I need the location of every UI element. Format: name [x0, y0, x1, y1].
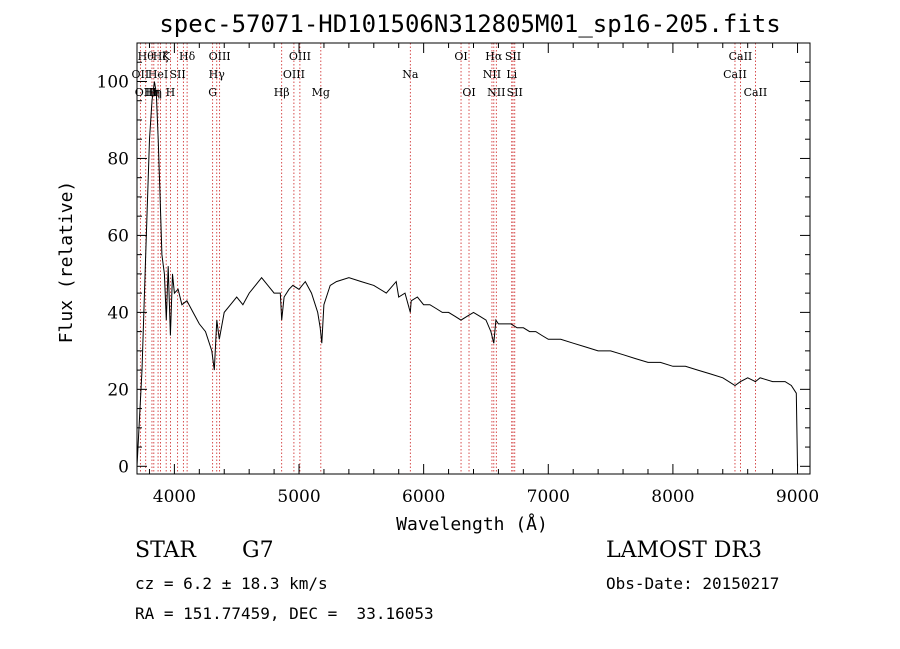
y-tick-label: 80	[107, 149, 129, 169]
line-label: OI	[454, 50, 467, 63]
y-tick-label: 100	[97, 72, 129, 92]
line-label: Hδ	[179, 50, 196, 63]
line-label: Hγ	[209, 68, 226, 81]
plot-frame	[136, 42, 811, 475]
line-label: K	[162, 50, 171, 63]
y-axis-ticks: 0 20 40 60 80 100	[97, 61, 810, 477]
line-label: Hβ	[274, 86, 290, 99]
line-label: Na	[402, 68, 419, 81]
line-label: Mg	[312, 86, 330, 99]
x-axis-label: Wavelength (Å)	[396, 513, 548, 535]
spectrum-line	[136, 81, 798, 467]
line-label: HeI	[148, 68, 168, 81]
line-label: Hα	[485, 50, 503, 63]
object-subclass: G7	[242, 538, 274, 563]
line-label: G	[208, 86, 217, 99]
emission-line-labels: OIIHθOIIIHηHηHeIHζKHSIIHδGHγOIIIHβOIIIOI…	[132, 50, 768, 99]
redshift-velocity: cz = 6.2 ± 18.3 km/s	[135, 574, 328, 593]
line-label: OIII	[289, 50, 311, 63]
ra-dec-coordinates: RA = 151.77459, DEC = 33.16053	[135, 604, 434, 623]
line-label: CaII	[723, 68, 747, 81]
line-label: OII	[132, 68, 150, 81]
object-class: STAR	[135, 538, 196, 563]
y-tick-label: 20	[107, 380, 129, 400]
line-label: CaII	[729, 50, 753, 63]
line-label: H	[166, 86, 176, 99]
line-label: SII	[507, 86, 523, 99]
line-label: CaII	[744, 86, 768, 99]
x-axis-ticks: 4000 5000 6000 7000 8000 9000	[148, 43, 819, 507]
observation-date: Obs-Date: 20150217	[606, 574, 780, 593]
chart-title: spec-57071-HD101506N312805M01_sp16-205.f…	[159, 10, 780, 38]
emission-line-markers	[139, 43, 756, 474]
y-tick-label: 0	[118, 457, 129, 477]
line-label: Hη	[146, 86, 162, 99]
line-label: SII	[505, 50, 521, 63]
line-label: Li	[506, 68, 517, 81]
y-axis-label: Flux (relative)	[56, 181, 77, 344]
line-label: Hθ	[138, 50, 155, 63]
y-tick-label: 60	[107, 226, 129, 246]
line-label: OIII	[135, 86, 157, 99]
x-tick-label: 6000	[402, 487, 445, 507]
line-label: OIII	[283, 68, 305, 81]
line-label: OI	[462, 86, 475, 99]
line-label: Hζ	[153, 50, 169, 63]
line-label: OIII	[209, 50, 231, 63]
survey-name: LAMOST DR3	[606, 538, 762, 563]
x-tick-label: 8000	[651, 487, 694, 507]
y-tick-label: 40	[107, 303, 129, 323]
line-label: NII	[483, 68, 501, 81]
line-label: NII	[487, 86, 505, 99]
x-tick-label: 5000	[277, 487, 320, 507]
line-label: SII	[170, 68, 186, 81]
x-tick-label: 4000	[153, 487, 196, 507]
x-tick-label: 9000	[776, 487, 819, 507]
x-tick-label: 7000	[527, 487, 570, 507]
